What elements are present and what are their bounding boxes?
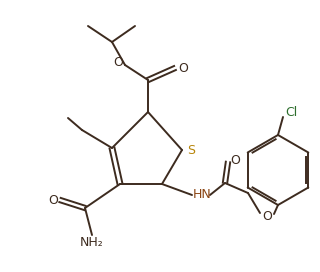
Text: O: O [113,57,123,70]
Text: O: O [230,153,240,166]
Text: NH₂: NH₂ [80,236,104,249]
Text: O: O [262,209,272,222]
Text: S: S [187,144,195,156]
Text: HN: HN [193,187,212,200]
Text: Cl: Cl [285,106,297,119]
Text: O: O [178,61,188,75]
Text: O: O [48,193,58,206]
